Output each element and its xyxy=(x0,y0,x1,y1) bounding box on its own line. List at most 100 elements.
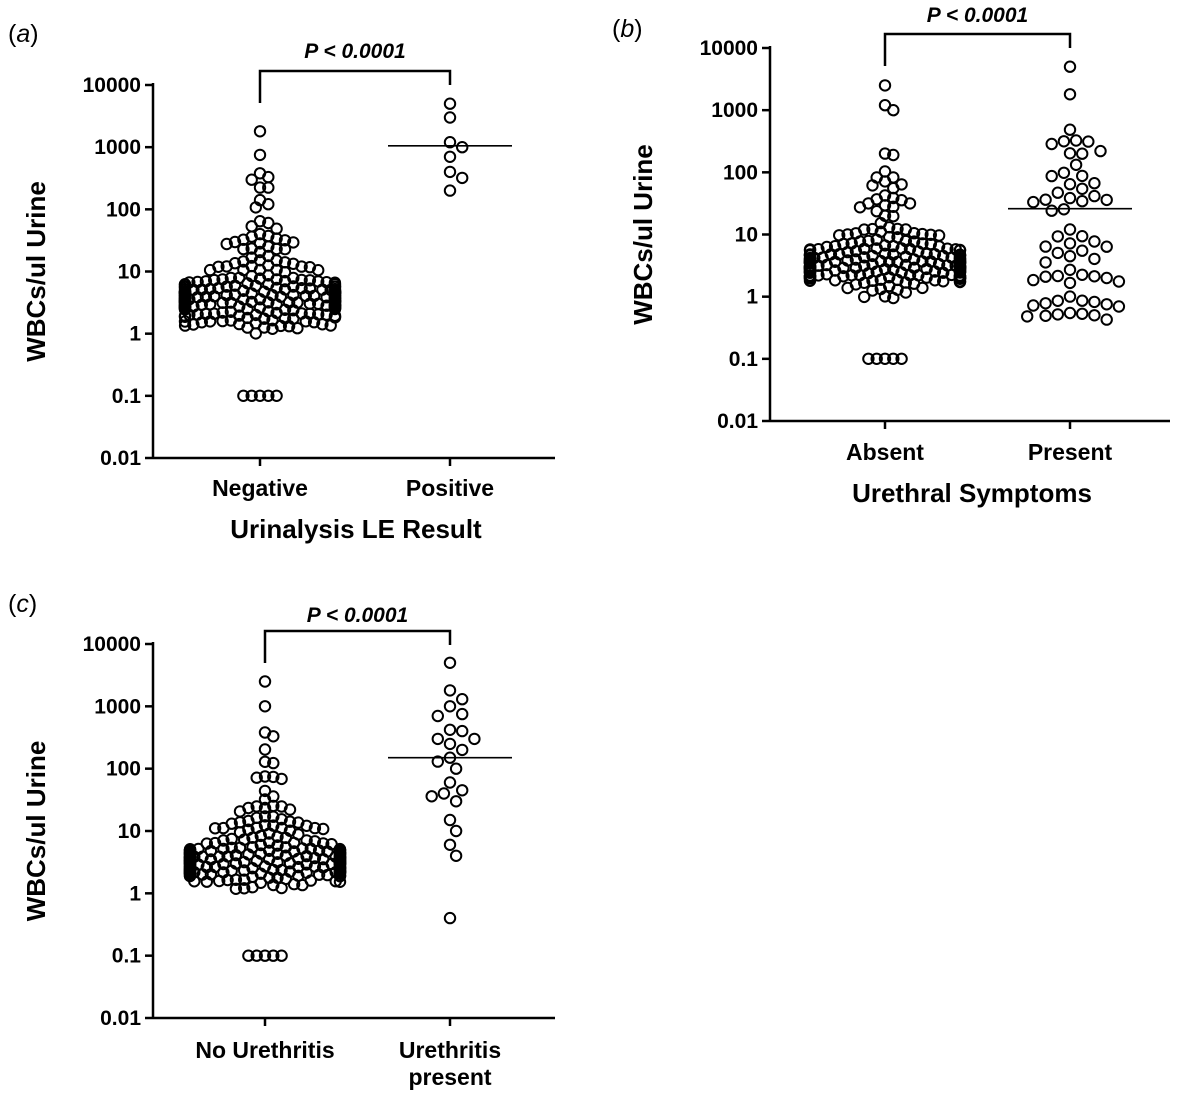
data-point xyxy=(816,251,829,264)
data-point xyxy=(1063,178,1077,191)
category-label: Absent xyxy=(846,439,924,465)
data-point xyxy=(253,181,267,194)
data-point xyxy=(953,258,967,271)
data-point xyxy=(878,209,892,223)
data-point xyxy=(258,743,272,756)
data-point xyxy=(431,709,444,723)
data-point xyxy=(282,320,296,333)
significance-bracket xyxy=(263,629,452,663)
data-point xyxy=(183,843,197,856)
data-point xyxy=(1063,123,1077,136)
data-point xyxy=(1063,147,1077,160)
data-point xyxy=(317,822,330,836)
data-point xyxy=(258,755,272,768)
data-point xyxy=(299,315,312,328)
data-point xyxy=(870,265,883,278)
data-point xyxy=(225,832,238,846)
data-point xyxy=(270,222,283,235)
data-point xyxy=(456,724,469,738)
data-point xyxy=(1039,256,1052,269)
data-point xyxy=(895,194,908,207)
y-tick-label: 10 xyxy=(735,224,758,247)
data-point xyxy=(1027,273,1040,287)
data-point xyxy=(443,656,457,669)
data-point xyxy=(887,291,900,305)
y-axis-title: WBCs/ul Urine xyxy=(21,741,51,922)
data-point xyxy=(245,173,258,186)
data-point xyxy=(292,828,305,841)
data-point xyxy=(1112,275,1126,288)
data-point xyxy=(292,852,305,865)
data-point xyxy=(300,819,313,832)
x-axis-title: Urinalysis LE Result xyxy=(230,514,482,544)
data-point xyxy=(275,949,288,962)
data-point xyxy=(287,257,300,270)
data-point xyxy=(1076,169,1089,183)
data-point xyxy=(1076,268,1089,281)
data-point xyxy=(267,730,280,743)
data-point xyxy=(274,290,287,303)
data-point xyxy=(233,317,246,331)
panel-label: (b) xyxy=(612,15,643,43)
data-point xyxy=(907,235,921,248)
data-point xyxy=(443,911,457,925)
data-point xyxy=(443,723,457,736)
data-point xyxy=(1094,144,1107,158)
y-tick-label: 100 xyxy=(106,198,141,221)
p-value-label: P < 0.0001 xyxy=(927,4,1028,27)
data-point xyxy=(262,389,275,402)
data-point xyxy=(267,819,280,832)
data-point xyxy=(253,389,267,402)
data-point xyxy=(1051,246,1065,260)
data-point xyxy=(853,269,867,282)
data-point xyxy=(262,269,275,282)
data-point xyxy=(178,295,192,308)
data-point xyxy=(204,844,218,858)
data-point xyxy=(242,801,255,815)
data-point xyxy=(216,296,229,309)
data-point xyxy=(1076,182,1089,196)
data-point xyxy=(841,281,854,295)
data-point xyxy=(228,257,242,270)
data-point xyxy=(275,800,288,813)
y-tick-label: 10000 xyxy=(700,37,758,60)
data-point xyxy=(279,849,292,862)
data-point xyxy=(932,240,946,253)
significance-bracket xyxy=(883,32,1072,66)
x-axis-title: Urethral Symptoms xyxy=(852,478,1092,508)
data-point xyxy=(878,175,892,188)
data-point xyxy=(258,700,272,713)
data-point xyxy=(1088,252,1101,266)
data-point xyxy=(1088,295,1101,309)
data-point xyxy=(1063,290,1077,303)
data-point xyxy=(275,772,288,786)
data-point xyxy=(1027,299,1040,312)
data-point xyxy=(887,352,900,365)
y-tick-label: 1 xyxy=(746,286,758,309)
data-point xyxy=(267,770,280,784)
data-point xyxy=(443,184,457,197)
data-point xyxy=(887,210,900,223)
data-point xyxy=(249,308,263,322)
data-point xyxy=(292,869,305,882)
data-point xyxy=(320,308,333,321)
data-point xyxy=(820,268,833,281)
data-point xyxy=(874,254,887,268)
data-point xyxy=(217,866,230,879)
data-point xyxy=(858,251,871,264)
y-tick-label: 0.01 xyxy=(100,1007,141,1030)
data-point xyxy=(849,227,863,240)
data-point xyxy=(203,263,217,277)
data-point xyxy=(878,165,892,178)
data-point xyxy=(456,784,469,797)
data-point xyxy=(1088,177,1101,190)
data-point xyxy=(308,821,322,835)
data-point xyxy=(233,816,247,829)
data-point xyxy=(275,813,288,826)
data-point xyxy=(456,743,469,757)
panel-b: (b) 0.01 0.1 1 10 100 1000 10000 WBCs/ul Urine Ur… xyxy=(612,4,1170,508)
data-point xyxy=(271,871,284,884)
y-axis-title: WBCs/ul Urine xyxy=(628,144,658,325)
panel-label: (c) xyxy=(8,590,37,618)
